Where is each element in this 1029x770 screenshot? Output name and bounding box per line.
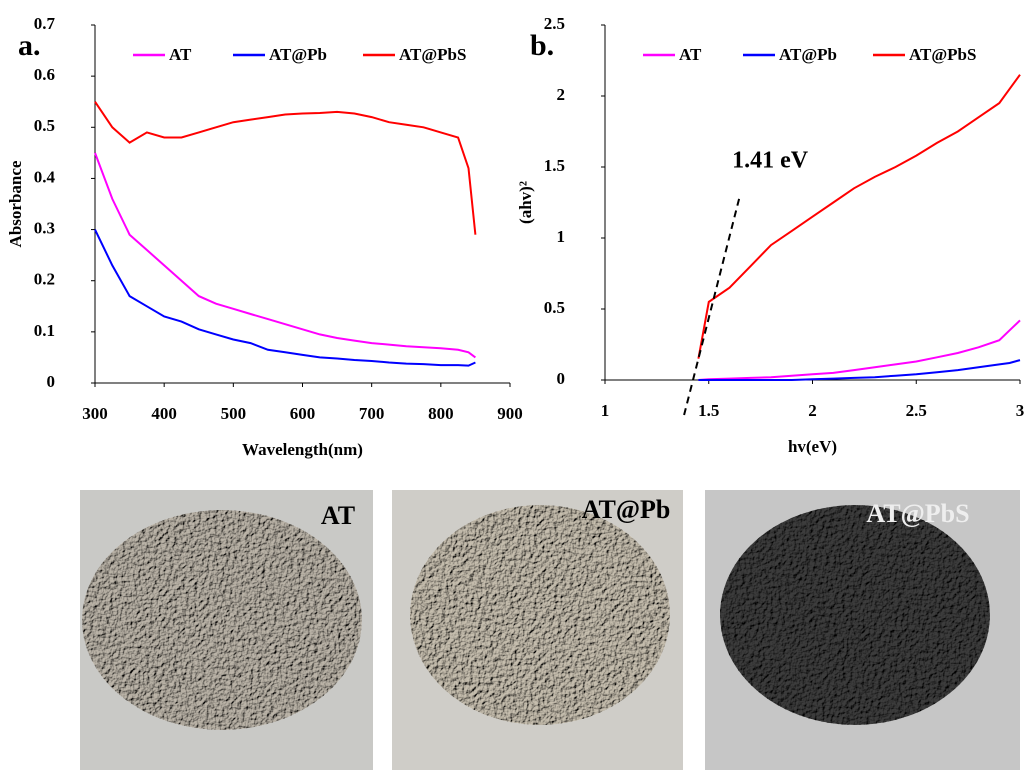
photo-label: AT@PbS [866,499,969,528]
y-tick-label: 0.3 [34,218,55,237]
powder-pile [410,505,670,725]
x-tick-label: 1 [601,401,610,420]
y-tick-label: 0 [47,372,56,391]
y-tick-label: 0.6 [34,65,55,84]
data-line [95,102,475,235]
x-tick-label: 300 [82,404,108,423]
data-line [698,320,1020,380]
data-line [95,153,475,358]
y-tick-label: 2.5 [544,14,565,33]
y-axis-label: Absorbance [6,160,25,247]
x-tick-label: 500 [221,404,247,423]
y-tick-label: 1 [557,227,566,246]
y-tick-label: 0.4 [34,167,56,186]
x-tick-label: 2.5 [906,401,927,420]
powder-pile [720,505,990,725]
y-tick-label: 0.1 [34,321,55,340]
legend-label: AT@PbS [909,45,976,64]
y-axis-label: (ahv)² [516,181,535,224]
legend-label: AT [169,45,192,64]
photo-panels: AT AT@Pb AT@PbS [80,490,1020,770]
x-tick-label: 700 [359,404,385,423]
figure: AT AT@Pb AT@PbS a. 0 0.1 0.2 0.3 0.4 0.5 0.6 0.7… [0,0,1029,770]
panel-label: b. [530,29,554,62]
x-axis-label: hv(eV) [788,437,837,456]
y-tick-label: 2 [557,85,566,104]
photo-label: AT@Pb [582,495,671,524]
powder-pile [82,510,362,730]
panel-label: a. [18,29,41,62]
x-tick-label: 900 [497,404,523,423]
annotation: 1.41 eV [732,148,809,174]
photo-label: AT [321,501,355,530]
y-tick-label: 0.5 [544,298,565,317]
tangent-line [684,195,740,415]
y-tick-label: 0 [557,369,566,388]
y-tick-label: 1.5 [544,156,565,175]
y-tick-label: 0.7 [34,14,56,33]
x-axis-label: Wavelength(nm) [242,440,363,459]
legend-label: AT@PbS [399,45,466,64]
legend-label: AT@Pb [779,45,837,64]
legend-label: AT [679,45,702,64]
data-line [698,75,1020,359]
x-tick-label: 400 [151,404,177,423]
y-tick-label: 0.5 [34,116,55,135]
y-tick-label: 0.2 [34,270,55,289]
x-tick-label: 3 [1016,401,1025,420]
x-tick-label: 2 [808,401,817,420]
data-line [95,230,475,366]
x-tick-label: 600 [290,404,316,423]
x-tick-label: 1.5 [698,401,719,420]
legend-label: AT@Pb [269,45,327,64]
x-tick-label: 800 [428,404,454,423]
